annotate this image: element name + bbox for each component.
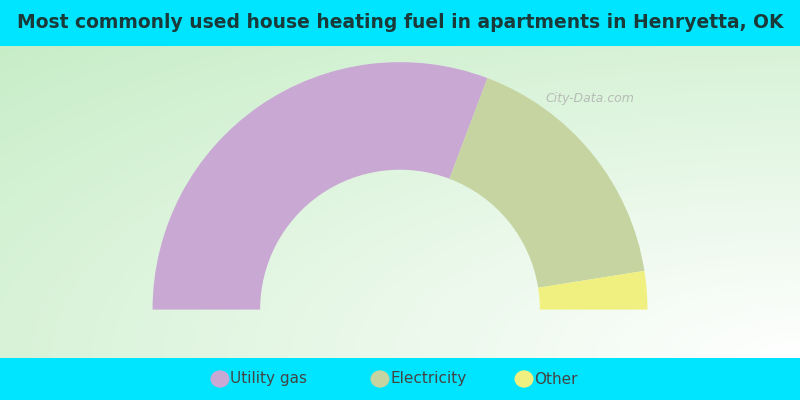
- Wedge shape: [538, 271, 647, 310]
- Text: Electricity: Electricity: [390, 372, 466, 386]
- Text: Other: Other: [534, 372, 578, 386]
- Text: Most commonly used house heating fuel in apartments in Henryetta, OK: Most commonly used house heating fuel in…: [17, 14, 783, 32]
- Text: City-Data.com: City-Data.com: [545, 92, 634, 105]
- Wedge shape: [153, 62, 487, 310]
- Text: Utility gas: Utility gas: [230, 372, 307, 386]
- Ellipse shape: [515, 371, 533, 387]
- Ellipse shape: [211, 371, 229, 387]
- Ellipse shape: [371, 371, 389, 387]
- Wedge shape: [450, 78, 645, 288]
